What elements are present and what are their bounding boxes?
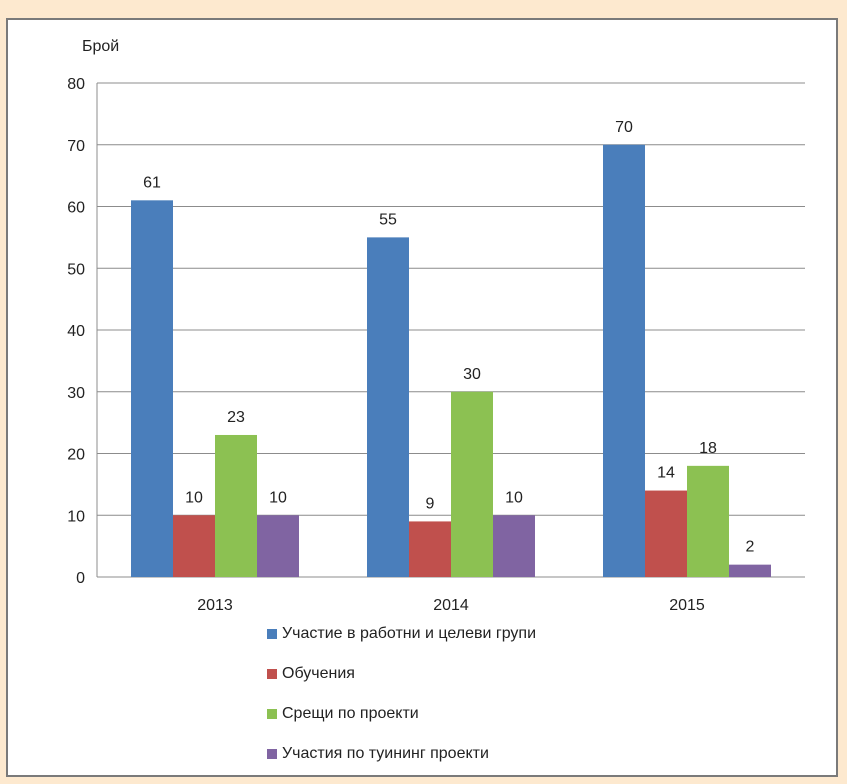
x-tick-labels: 2013 2014 2015 [197,597,705,614]
legend-item: Обучения [267,664,536,684]
legend-swatch [267,669,277,679]
bar [493,515,535,577]
y-tick-label: 80 [67,76,85,93]
y-tick-label: 0 [76,570,85,587]
data-label: 30 [463,366,481,383]
data-label: 14 [657,465,675,482]
data-label: 10 [505,489,523,506]
y-tick-label: 40 [67,323,85,340]
data-label: 61 [143,174,161,191]
y-tick-label: 10 [67,508,85,525]
data-label: 9 [426,495,435,512]
data-label: 2 [746,539,755,556]
bar [409,521,451,577]
x-tick-label: 2014 [433,597,469,614]
x-tick-label: 2013 [197,597,233,614]
bar [645,490,687,577]
data-label: 18 [699,440,717,457]
legend-label: Участия по туининг проекти [282,745,489,762]
legend-item: Участие в работни и целеви групи [267,624,536,644]
bar [367,237,409,577]
legend-item: Срещи по проекти [267,704,536,724]
y-tick-label: 60 [67,200,85,217]
legend: Участие в работни и целеви групи Обучения… [267,624,536,784]
y-tick-label: 20 [67,447,85,464]
legend-swatch [267,709,277,719]
legend-label: Срещи по проекти [282,705,419,722]
y-axis-label: Брой [82,38,119,55]
bar [687,465,729,577]
y-tick-label: 50 [67,261,85,278]
y-tick-labels: 0 10 20 30 40 50 60 70 80 [67,76,85,587]
legend-item: Участия по туининг проекти [267,744,536,764]
legend-label: Обучения [282,665,355,682]
data-label: 10 [269,489,287,506]
legend-swatch [267,629,277,639]
bar [173,515,215,577]
data-label: 23 [227,409,245,426]
bar [729,564,771,577]
bars [131,144,771,577]
data-label: 55 [379,211,397,228]
bar [451,391,493,577]
y-tick-label: 30 [67,385,85,402]
bar [257,515,299,577]
y-tick-label: 70 [67,138,85,155]
legend-label: Участие в работни и целеви групи [282,625,537,642]
data-labels: 61 10 23 10 55 9 30 10 70 14 18 2 [143,119,754,556]
x-tick-label: 2015 [669,597,705,614]
bar [215,434,257,577]
legend-swatch [267,749,277,759]
data-label: 70 [615,119,633,136]
bar [603,144,645,577]
bar [131,200,173,577]
data-label: 10 [185,489,203,506]
